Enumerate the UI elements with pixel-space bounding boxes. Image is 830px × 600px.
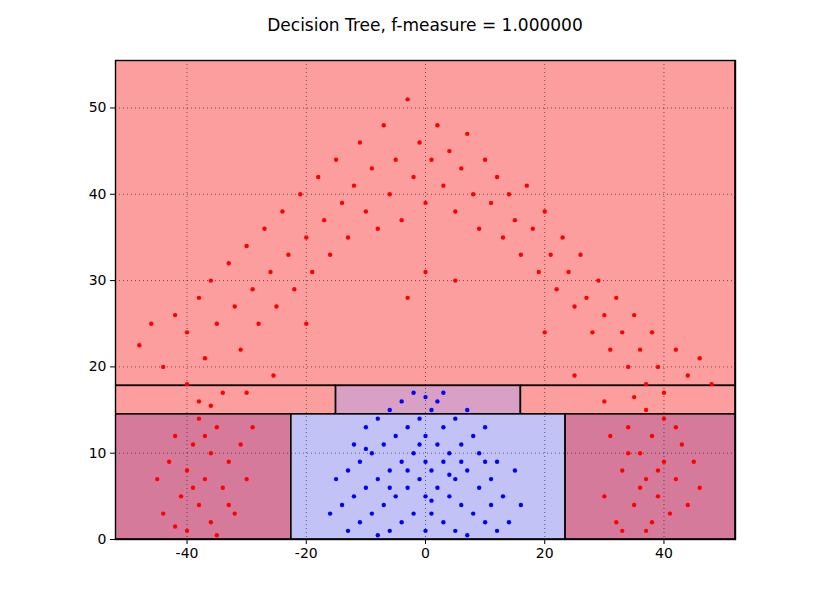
- svg-text:0: 0: [421, 545, 430, 561]
- svg-text:40: 40: [89, 186, 107, 202]
- svg-text:-40: -40: [176, 545, 199, 561]
- svg-text:20: 20: [89, 358, 107, 374]
- svg-text:40: 40: [655, 545, 673, 561]
- svg-text:-20: -20: [295, 545, 318, 561]
- svg-text:50: 50: [89, 99, 107, 115]
- svg-text:30: 30: [89, 272, 107, 288]
- svg-text:10: 10: [89, 445, 107, 461]
- html-text:Decision Tree, f-measure = 1.0: Decision Tree, f-measure = 1.000000: [267, 15, 583, 35]
- svg-text:20: 20: [536, 545, 554, 561]
- svg-text:0: 0: [98, 531, 107, 547]
